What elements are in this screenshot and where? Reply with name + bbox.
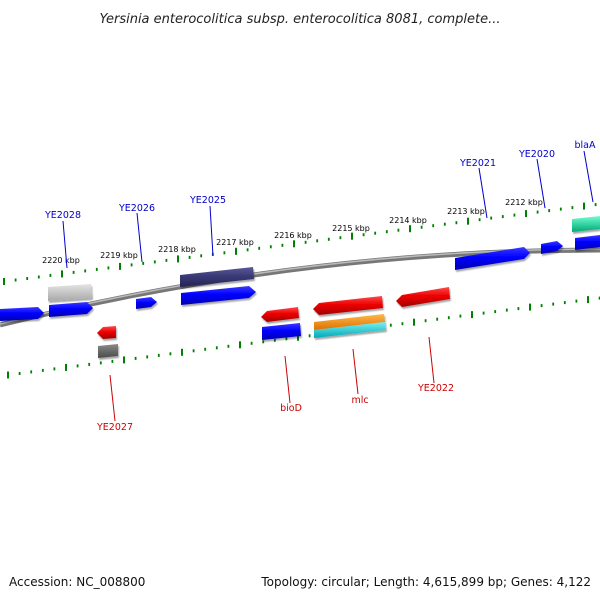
gene-ye2027-feature[interactable] [98,344,118,358]
reverse-leaders [109,336,435,422]
gene-ye2025-feature[interactable] [180,267,254,287]
gene-ye2020[interactable] [541,241,563,254]
gene-ye2027[interactable] [97,326,116,339]
leader-blaa [583,150,594,203]
scale-track-lower [7,296,600,379]
label-ye2022[interactable]: YE2022 [417,383,454,394]
label-mlc[interactable]: mlc [351,395,368,406]
map-title: Yersinia enterocolitica subsp. enterocol… [99,12,500,27]
gene-left-edge-upper[interactable] [0,307,44,321]
label-ye2026[interactable]: YE2026 [118,203,155,214]
leader-ye2025 [209,205,214,257]
summary-text: Topology: circular; Length: 4,615,899 bp… [261,575,591,589]
scale-label-2212: 2212 kbp [505,198,543,207]
gene-mlc-feature-cyan[interactable] [314,322,386,338]
forward-genes [0,216,600,321]
scale-label-2218: 2218 kbp [158,245,196,254]
scale-label-2213: 2213 kbp [447,207,485,216]
gene-ye2026[interactable] [136,297,157,309]
scale-label-2217: 2217 kbp [216,238,254,247]
leader-mlc [352,348,359,395]
scale-label-2215: 2215 kbp [332,224,370,233]
label-ye2028[interactable]: YE2028 [44,210,81,221]
reverse-genes [97,287,450,358]
leader-ye2028 [62,220,68,269]
leader-ye2022 [428,336,435,384]
label-ye2027[interactable]: YE2027 [96,422,133,433]
scale-label-2220: 2220 kbp [42,256,80,265]
gene-ye2028[interactable] [49,302,93,317]
gene-biod-feature[interactable] [262,323,301,340]
leader-ye2027 [109,374,116,422]
gene-blaa[interactable] [575,235,600,250]
scale-labels: 2220 kbp 2219 kbp 2218 kbp 2217 kbp 2216… [42,198,543,265]
label-biod[interactable]: bioD [280,403,302,414]
label-ye2025[interactable]: YE2025 [189,195,226,206]
forward-labels: YE2028 YE2026 YE2025 YE2021 YE2020 blaA [44,140,596,221]
gene-ye2021[interactable] [455,247,530,270]
gene-mlc-feature-orange[interactable] [314,314,385,330]
leader-ye2021 [478,167,488,219]
label-blaa[interactable]: blaA [575,140,596,151]
gene-ye2022[interactable] [396,287,450,307]
gene-biod[interactable] [261,307,299,322]
label-ye2020[interactable]: YE2020 [518,149,555,160]
scale-label-2214: 2214 kbp [389,216,427,225]
gene-ye2028-feature[interactable] [48,284,92,301]
scale-label-2219: 2219 kbp [100,251,138,260]
leader-ye2020 [536,158,546,209]
forward-leaders [62,150,594,269]
label-ye2021[interactable]: YE2021 [459,158,496,169]
accession-text: Accession: NC_008800 [9,575,146,589]
reverse-labels: YE2027 bioD mlc YE2022 [96,383,454,433]
scale-track-upper [3,202,597,285]
gene-ye2025[interactable] [181,286,256,305]
scale-label-2216: 2216 kbp [274,231,312,240]
leader-biod [284,355,291,404]
gene-blaa-feature[interactable] [572,216,600,232]
gene-mlc[interactable] [313,296,383,315]
leader-ye2026 [136,212,143,263]
